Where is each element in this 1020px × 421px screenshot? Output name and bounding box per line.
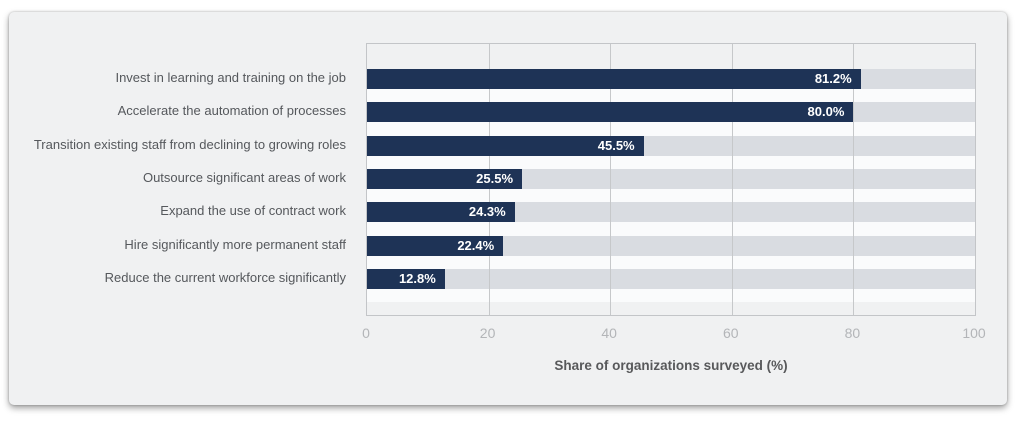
bar: 80.0% [367, 102, 854, 123]
x-tick-label: 0 [362, 325, 370, 341]
row-gap [367, 89, 975, 103]
category-label: Accelerate the automation of processes [117, 103, 346, 119]
bar-track [367, 235, 975, 256]
row-gap [367, 288, 975, 303]
x-tick-label: 40 [601, 325, 617, 341]
bar-track [367, 202, 975, 223]
bar: 22.4% [367, 235, 504, 256]
bar-value-label: 24.3% [468, 204, 506, 220]
category-label: Transition existing staff from declining… [33, 136, 346, 152]
row-gap [367, 255, 975, 269]
bar-value-label: 45.5% [597, 137, 635, 153]
row-gap [367, 155, 975, 169]
bar-value-label: 80.0% [807, 104, 845, 120]
chart-card: Invest in learning and training on the j… [9, 12, 1007, 405]
bar-value-label: 22.4% [457, 237, 495, 253]
x-tick-label: 100 [962, 325, 986, 341]
grid-line [853, 44, 855, 315]
category-label: Outsource significant areas of work [142, 169, 346, 185]
category-label: Expand the use of contract work [160, 203, 346, 219]
plot-area: 81.2% 80.0% 45.5% 25.5% 24.3% 22.4% 12.8% [366, 43, 976, 316]
category-label: Invest in learning and training on the j… [115, 70, 346, 85]
bar-track [367, 268, 975, 289]
bar: 12.8% [367, 268, 445, 289]
row-gap [367, 188, 975, 203]
row-gap [367, 122, 975, 136]
x-axis-ticks: 0 20 40 60 80 100 [9, 12, 1007, 405]
bar-value-label: 25.5% [476, 170, 514, 186]
row-gap [367, 222, 975, 236]
category-label: Hire significantly more permanent staff [124, 236, 346, 252]
x-axis-title: Share of organizations surveyed (%) [554, 358, 788, 373]
grid-line [731, 44, 733, 315]
bar: 25.5% [367, 168, 523, 189]
category-label: Reduce the current workforce significant… [104, 269, 346, 285]
x-tick-label: 80 [844, 325, 861, 341]
bar: 24.3% [367, 202, 515, 223]
x-tick-label: 20 [479, 325, 496, 341]
category-labels: Invest in learning and training on the j… [13, 43, 356, 316]
bar: 45.5% [367, 135, 644, 156]
bar: 81.2% [367, 69, 861, 89]
bar-value-label: 81.2% [814, 71, 852, 86]
grid-line [610, 44, 612, 315]
x-tick-label: 60 [723, 325, 739, 341]
bar-value-label: 12.8% [398, 270, 436, 286]
